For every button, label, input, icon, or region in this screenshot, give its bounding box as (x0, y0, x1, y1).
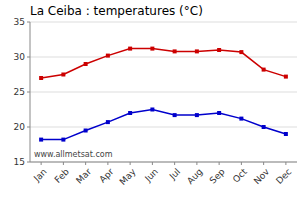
point (239, 50, 243, 54)
x-tick-label: Mar (74, 166, 93, 185)
x-tick-label: Jan (31, 167, 49, 185)
point (128, 111, 132, 115)
x-tick (241, 162, 242, 165)
point (84, 129, 88, 133)
point (61, 73, 65, 77)
x-tick (107, 162, 108, 165)
x-tick (219, 162, 220, 165)
grid-line (30, 57, 297, 58)
plot-area (39, 47, 288, 142)
point (262, 68, 266, 72)
x-tick-label: Oct (231, 166, 249, 184)
x-axis (30, 162, 297, 163)
x-tick-label: Sep (208, 166, 227, 185)
line (41, 49, 286, 78)
x-tick (41, 162, 42, 165)
point (284, 75, 288, 79)
y-tick-label: 20 (14, 122, 26, 132)
watermark: www.allmetsat.com (34, 150, 113, 159)
y-tick-label: 35 (14, 17, 25, 27)
point (150, 108, 154, 112)
grid-line (30, 127, 297, 128)
y-tick-label: 30 (14, 52, 26, 62)
point (262, 125, 266, 129)
x-tick (285, 162, 286, 165)
x-tick (152, 162, 153, 165)
x-tick-label: Jul (167, 167, 182, 182)
point (239, 117, 243, 121)
point (173, 49, 177, 53)
x-tick (130, 162, 131, 165)
point (217, 48, 221, 52)
point (106, 120, 110, 124)
point (217, 111, 221, 115)
x-tick-label: Dec (274, 167, 293, 186)
x-tick-label: Aug (185, 167, 205, 187)
x-tick-label: May (118, 166, 139, 187)
x-tick-label: Feb (53, 166, 72, 185)
point (106, 54, 110, 58)
point (173, 113, 177, 117)
x-tick (263, 162, 264, 165)
point (195, 49, 199, 53)
point (284, 132, 288, 136)
chart: 15 20 25 30 35 JanFebMarAprMayJun JulAugSepOct… (0, 0, 305, 200)
x-tick (85, 162, 86, 165)
x-tick-label: Jun (142, 167, 160, 185)
x-tick (63, 162, 64, 165)
x-tick-label: Apr (97, 166, 115, 184)
point (128, 47, 132, 51)
point (195, 113, 199, 117)
point (39, 76, 43, 80)
x-tick-label: Nov (252, 166, 272, 186)
x-tick (196, 162, 197, 165)
point (61, 138, 65, 142)
y-tick-label: 15 (14, 157, 25, 167)
grid-line (30, 22, 297, 23)
point (150, 47, 154, 51)
y-tick-label: 25 (14, 87, 25, 97)
line (41, 110, 286, 140)
grid-line (30, 162, 297, 163)
point (84, 62, 88, 66)
point (39, 138, 43, 142)
y-axis (30, 22, 31, 162)
x-tick (174, 162, 175, 165)
grid-line (30, 92, 297, 93)
title: La Ceiba : temperatures (°C) (30, 4, 203, 18)
